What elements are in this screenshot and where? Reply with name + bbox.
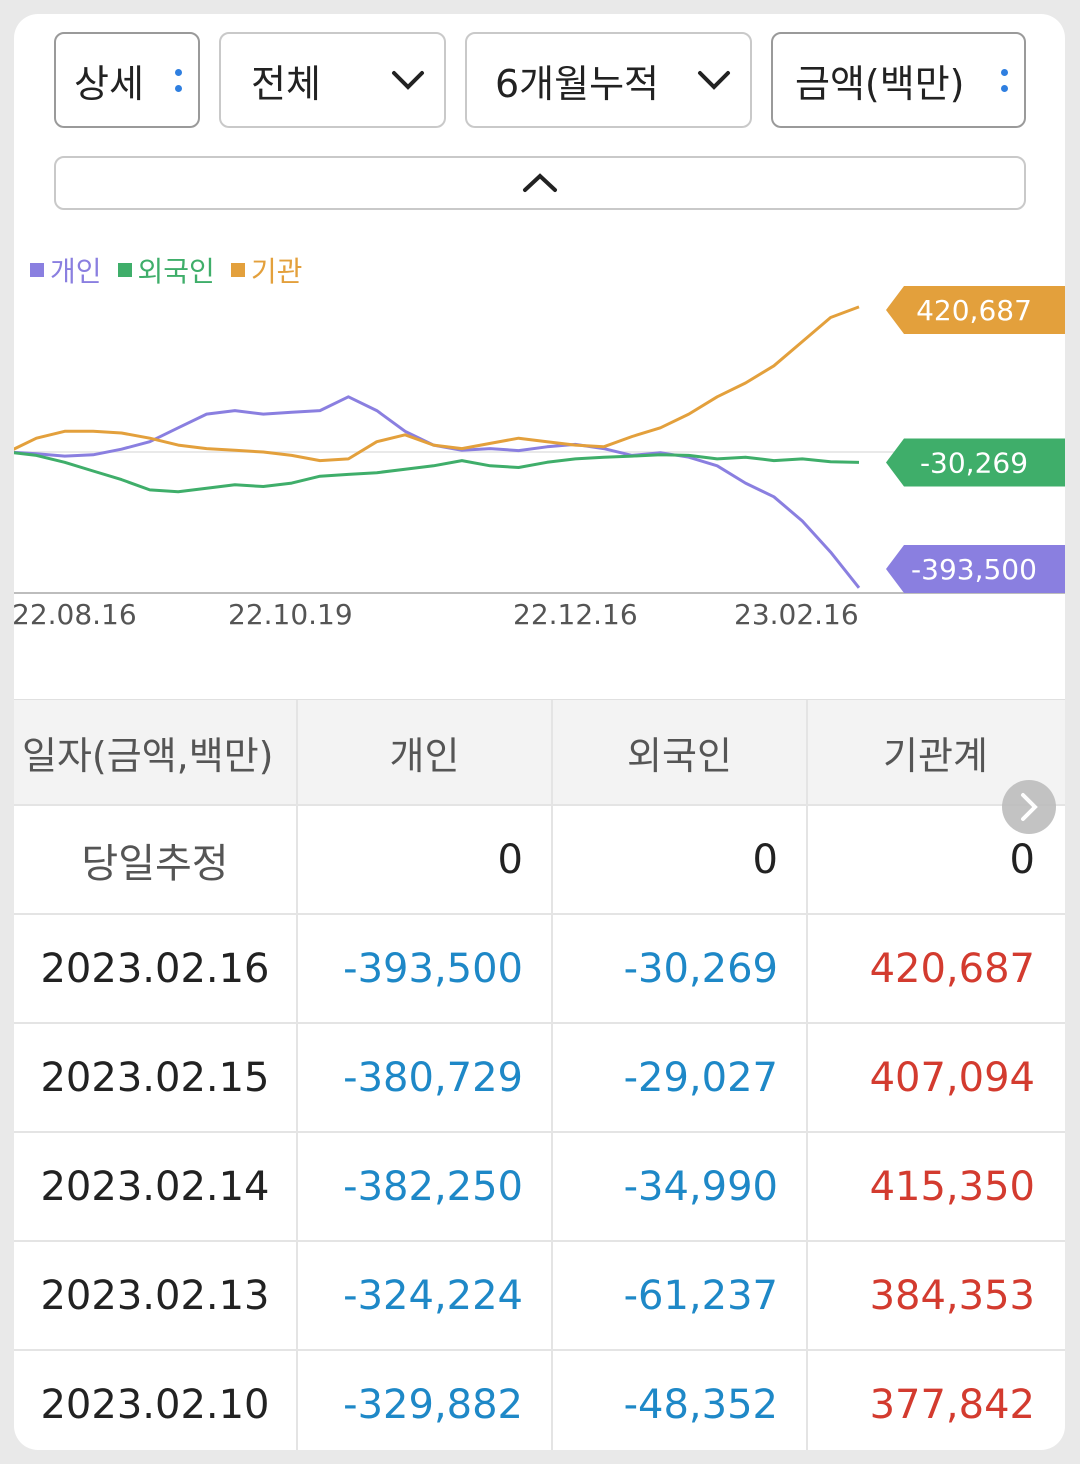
investor-line-chart: -393,500 -30,269 420,687	[14, 286, 1065, 594]
estimate-row: 당일추정 0 0 0	[14, 806, 1065, 915]
unit-select[interactable]: 금액(백만)	[771, 32, 1026, 128]
row-foreign: -61,237	[553, 1242, 808, 1349]
row-foreign: -48,352	[553, 1351, 808, 1450]
detail-select[interactable]: 상세	[54, 32, 200, 128]
row-date: 2023.02.16	[14, 915, 298, 1022]
row-individual: -382,250	[298, 1133, 553, 1240]
row-foreign: -29,027	[553, 1024, 808, 1131]
row-institution: 415,350	[869, 1163, 1035, 1210]
series-line-1	[14, 451, 860, 494]
legend-swatch	[30, 263, 44, 277]
investor-trend-card: 상세 전체 6개월누적 금액(백만) 개인 외국인 기관	[14, 14, 1065, 1450]
series-value-tag: 420,687	[886, 286, 1065, 334]
row-individual: -324,224	[298, 1242, 553, 1349]
legend-label: 개인	[50, 255, 102, 288]
scope-dropdown[interactable]: 전체	[219, 32, 446, 128]
unit-select-label: 금액(백만)	[795, 61, 965, 106]
series-line-2	[14, 305, 860, 463]
chart-legend: 개인 외국인 기관	[30, 250, 302, 290]
header-foreign: 외국인	[553, 700, 808, 804]
x-tick-label: 22.08.16	[14, 598, 137, 631]
more-dots-icon	[175, 68, 182, 92]
table-header-row: 일자(금액,백만) 개인 외국인 기관계	[14, 699, 1065, 806]
row-date: 2023.02.15	[14, 1024, 298, 1131]
chevron-down-icon	[694, 60, 734, 100]
row-institution: 384,353	[869, 1272, 1035, 1319]
row-institution: 420,687	[869, 945, 1035, 992]
legend-swatch	[230, 263, 245, 277]
row-date: 2023.02.14	[14, 1133, 298, 1240]
legend-item-foreign: 외국인	[117, 250, 215, 290]
legend-label: 외국인	[137, 255, 215, 288]
estimate-foreign: 0	[553, 806, 808, 913]
table-row: 2023.02.13 -324,224 -61,237 384,353	[14, 1242, 1065, 1351]
estimate-institution: 0	[1009, 836, 1035, 883]
chevron-down-icon	[388, 60, 428, 100]
chevron-up-icon	[523, 173, 557, 192]
detail-select-label: 상세	[74, 61, 144, 106]
legend-item-individual: 개인	[30, 250, 102, 290]
chevron-right-icon	[1021, 793, 1038, 821]
row-individual: -329,882	[298, 1351, 553, 1450]
row-foreign: -30,269	[553, 915, 808, 1022]
series-line-0	[14, 395, 861, 589]
x-tick-label: 22.10.19	[228, 598, 353, 631]
estimate-individual: 0	[298, 806, 553, 913]
legend-swatch	[117, 263, 132, 277]
estimate-label: 당일추정	[14, 806, 298, 913]
series-value-label: -30,269	[920, 446, 1028, 479]
scroll-right-button[interactable]	[1002, 780, 1056, 834]
series-value-tag: -30,269	[886, 438, 1065, 487]
row-institution: 407,094	[869, 1054, 1035, 1101]
header-institution: 기관계	[883, 733, 988, 778]
row-individual: -380,729	[298, 1024, 553, 1131]
investor-table: 일자(금액,백만) 개인 외국인 기관계 당일추정 0 0 0 2023.02.…	[14, 699, 1065, 1450]
table-row: 2023.02.10 -329,882 -48,352 377,842	[14, 1351, 1065, 1450]
row-individual: -393,500	[298, 915, 553, 1022]
series-value-label: 420,687	[916, 294, 1032, 327]
scope-dropdown-label: 전체	[251, 61, 321, 106]
x-tick-label: 22.12.16	[513, 598, 638, 631]
period-dropdown-label: 6개월누적	[495, 61, 660, 106]
header-individual: 개인	[298, 700, 553, 804]
collapse-chart-button[interactable]	[54, 156, 1026, 210]
row-date: 2023.02.10	[14, 1351, 298, 1450]
row-institution: 377,842	[869, 1381, 1035, 1428]
more-dots-icon	[1001, 68, 1008, 92]
table-row: 2023.02.14 -382,250 -34,990 415,350	[14, 1133, 1065, 1242]
header-date: 일자(금액,백만)	[14, 700, 298, 804]
legend-label: 기관	[250, 255, 303, 288]
series-value-tag: -393,500	[886, 545, 1065, 593]
row-date: 2023.02.13	[14, 1242, 298, 1349]
row-foreign: -34,990	[553, 1133, 808, 1240]
series-value-label: -393,500	[911, 553, 1037, 586]
table-row: 2023.02.15 -380,729 -29,027 407,094	[14, 1024, 1065, 1133]
legend-item-institution: 기관	[230, 250, 303, 290]
period-dropdown[interactable]: 6개월누적	[465, 32, 752, 128]
x-tick-label: 23.02.16	[734, 598, 859, 631]
table-row: 2023.02.16 -393,500 -30,269 420,687	[14, 915, 1065, 1024]
